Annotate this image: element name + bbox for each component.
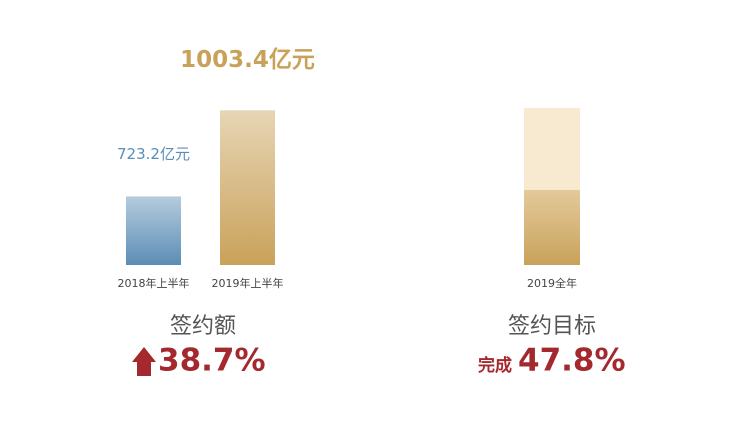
value-label: 723.2亿元 — [117, 145, 190, 163]
caption: 签约目标 — [508, 314, 596, 339]
x-tick-label: 2019全年 — [527, 276, 577, 290]
caption: 签约额 — [170, 314, 236, 339]
completion-label: 完成 — [478, 355, 512, 376]
bar — [126, 196, 181, 265]
bar — [524, 189, 580, 265]
up-arrow — [132, 347, 156, 376]
bar — [220, 110, 275, 265]
growth-value: 38.7% — [158, 343, 266, 379]
x-tick-label: 2019年上半年 — [212, 276, 284, 290]
x-tick-label: 2018年上半年 — [118, 276, 190, 290]
value-label: 47.8% — [518, 343, 626, 379]
value-label: 1003.4亿元 — [180, 47, 315, 73]
